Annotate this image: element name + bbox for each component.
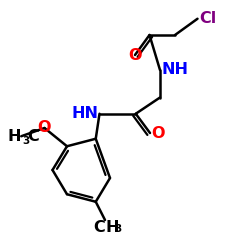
Text: HN: HN	[71, 106, 98, 121]
Text: H: H	[8, 129, 21, 144]
Text: NH: NH	[161, 62, 188, 78]
Text: O: O	[128, 48, 142, 62]
Text: 3: 3	[114, 224, 122, 234]
Text: C: C	[93, 220, 105, 235]
Text: 3: 3	[23, 136, 30, 146]
Text: C: C	[27, 129, 39, 144]
Text: O: O	[151, 126, 165, 140]
Text: Cl: Cl	[200, 11, 217, 26]
Text: H: H	[106, 220, 119, 235]
Text: O: O	[38, 120, 51, 136]
